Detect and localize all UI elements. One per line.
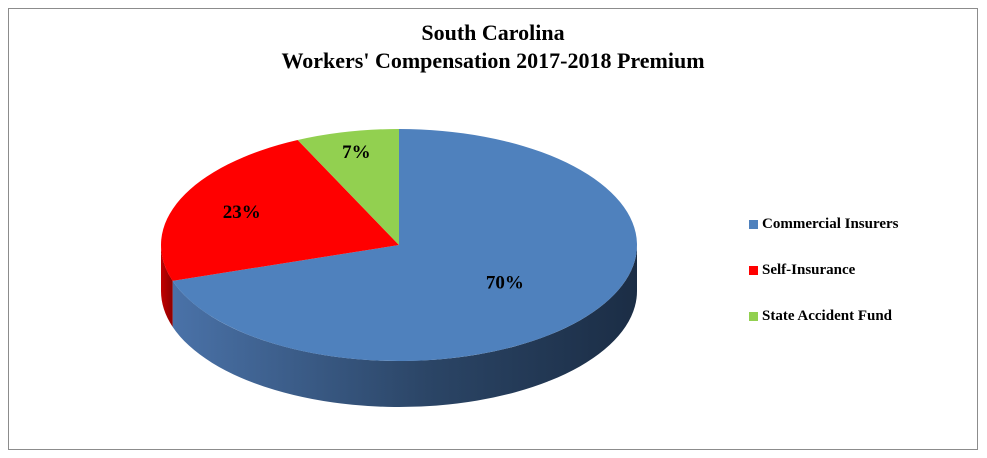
pie-chart: 70% 23% 7% (160, 129, 637, 408)
pie-label-state-fund: 7% (342, 142, 371, 163)
pie-label-commercial: 70% (486, 273, 524, 294)
legend-label-self-insurance: Self-Insurance (762, 261, 856, 278)
legend-swatch-state-fund (749, 311, 758, 321)
legend-swatch-commercial (749, 219, 758, 229)
chart-title-line1: South Carolina (421, 20, 565, 45)
pie-slice-self-insurance (160, 140, 399, 281)
legend: Commercial Insurers Self-Insurance State… (749, 214, 899, 352)
pie-slice-commercial (172, 129, 637, 361)
legend-label-state-fund: State Accident Fund (762, 307, 893, 324)
pie-label-self-insurance: 23% (223, 202, 261, 223)
legend-label-commercial: Commercial Insurers (762, 215, 899, 232)
chart-title-line2: Workers' Compensation 2017-2018 Premium (281, 48, 705, 73)
legend-item-self-insurance: Self-Insurance (749, 260, 899, 280)
pie-side-commercial (172, 245, 637, 408)
chart-frame: South Carolina Workers' Compensation 201… (8, 8, 978, 450)
legend-swatch-self-insurance (749, 265, 758, 275)
pie-side-self-insurance (161, 245, 173, 327)
chart-title: South Carolina Workers' Compensation 201… (9, 19, 977, 75)
legend-item-commercial: Commercial Insurers (749, 214, 899, 234)
legend-item-state-fund: State Accident Fund (749, 306, 899, 326)
pie-slice-state-fund (297, 129, 399, 245)
